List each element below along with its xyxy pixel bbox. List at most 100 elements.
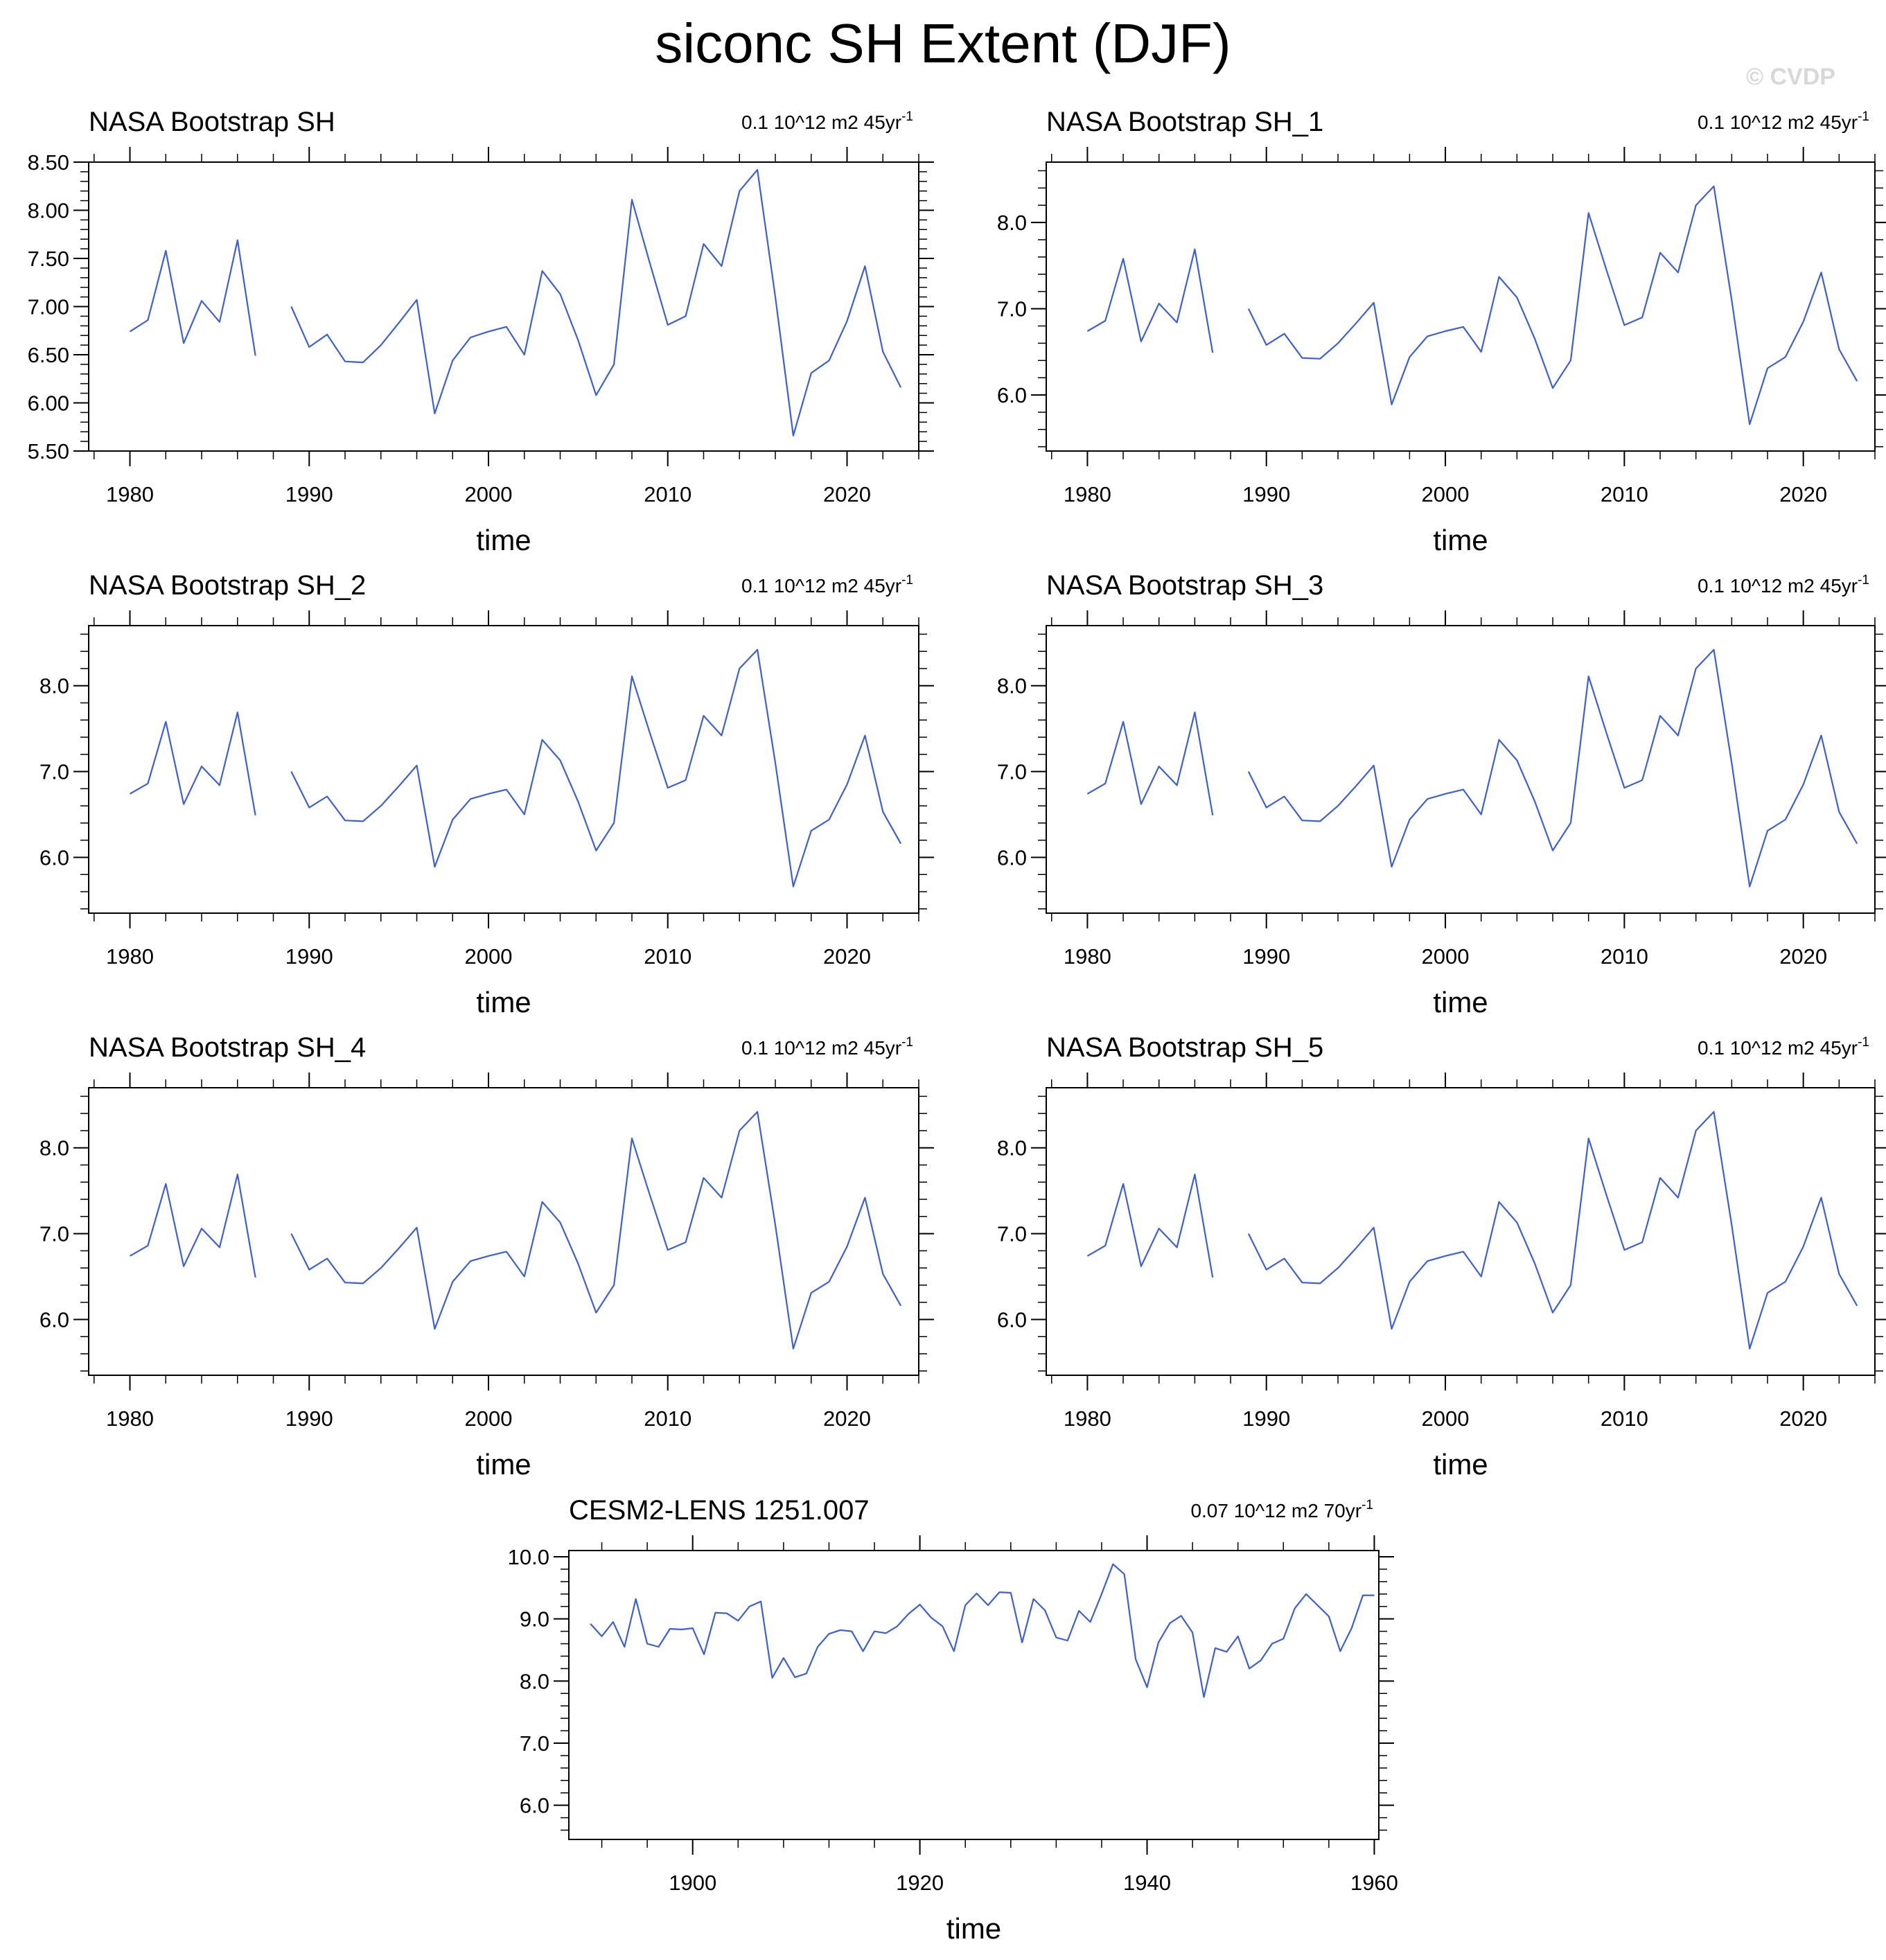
- chart-6-x-tick-label: 1980: [1064, 1406, 1111, 1431]
- chart-5-x-tick-label: 1990: [285, 1406, 333, 1431]
- chart-4-trend-label: 0.1 10^12 m2 45yr-1: [1698, 573, 1869, 597]
- chart-1-series-line: [290, 169, 902, 436]
- chart-4-x-tick-label: 1980: [1064, 944, 1111, 969]
- chart-1-y-tick-label: 6.50: [28, 343, 69, 367]
- chart-1-y-tick-label: 7.50: [28, 247, 69, 271]
- chart-1-trend-exponent: -1: [901, 109, 913, 124]
- chart-7-y-tick-label: 7.0: [520, 1731, 549, 1756]
- chart-2-frame: [1046, 161, 1876, 452]
- chart-6-series-line: [1086, 1173, 1214, 1278]
- chart-7-x-tick-label: 1960: [1350, 1871, 1398, 1895]
- chart-6-title: NASA Bootstrap SH_5: [1046, 1032, 1323, 1063]
- cvdp-watermark: © CVDP: [1746, 64, 1835, 90]
- chart-4-y-tick-label: 6.0: [997, 845, 1027, 869]
- chart-2-x-tick-label: 2000: [1422, 482, 1470, 506]
- chart-3-x-axis-label: time: [476, 986, 531, 1018]
- chart-3-series-line: [290, 648, 902, 888]
- chart-1-x-tick-label: 2000: [465, 482, 513, 506]
- chart-4-frame: [1046, 625, 1876, 914]
- chart-4-x-tick-label: 1990: [1242, 944, 1290, 969]
- chart-6-x-tick-label: 2010: [1601, 1406, 1648, 1431]
- chart-7-x-axis-label: time: [946, 1912, 1001, 1945]
- chart-1-x-axis-label: time: [476, 524, 531, 556]
- chart-5-x-tick-label: 2000: [465, 1406, 513, 1431]
- chart-7-frame: [568, 1550, 1380, 1840]
- chart-5-x-tick-label: 1980: [106, 1406, 154, 1431]
- chart-7-trend-label: 0.07 10^12 m2 70yr-1: [1190, 1498, 1373, 1521]
- chart-2-x-tick-label: 2010: [1601, 482, 1648, 506]
- chart-4-x-axis-label: time: [1433, 986, 1488, 1018]
- chart-5-series-line: [290, 1111, 902, 1350]
- chart-1-y-tick-label: 8.00: [28, 199, 69, 223]
- chart-5-y-tick-label: 6.0: [39, 1307, 69, 1332]
- chart-2-x-tick-label: 1980: [1064, 482, 1111, 506]
- chart-7-trend-exponent: -1: [1361, 1498, 1373, 1512]
- chart-4-series-line: [1086, 711, 1214, 815]
- chart-3-frame: [88, 625, 919, 914]
- chart-7-y-tick-label: 10.0: [508, 1545, 549, 1569]
- chart-1-y-tick-label: 7.00: [28, 295, 69, 319]
- chart-7-x-tick-label: 1900: [669, 1871, 716, 1895]
- chart-3-title: NASA Bootstrap SH_2: [89, 570, 366, 601]
- chart-7-title: CESM2-LENS 1251.007: [569, 1495, 870, 1526]
- chart-7-y-tick-label: 6.0: [520, 1794, 549, 1818]
- chart-1-x-tick-label: 2010: [644, 482, 691, 506]
- chart-1-title: NASA Bootstrap SH: [89, 107, 335, 137]
- chart-4-x-tick-label: 2020: [1779, 944, 1827, 969]
- chart-2-y-tick-label: 7.0: [997, 297, 1027, 321]
- chart-6-x-tick-label: 1990: [1242, 1406, 1290, 1431]
- chart-5-y-tick-label: 7.0: [39, 1222, 69, 1246]
- chart-5-trend-label: 0.1 10^12 m2 45yr-1: [741, 1035, 913, 1059]
- chart-5-series-line: [129, 1173, 256, 1278]
- chart-4-x-tick-label: 2010: [1601, 944, 1648, 969]
- chart-3-y-tick-label: 8.0: [39, 674, 69, 698]
- chart-1-frame: [88, 161, 919, 452]
- chart-6-y-tick-label: 8.0: [997, 1136, 1027, 1160]
- chart-6-x-tick-label: 2000: [1422, 1406, 1470, 1431]
- chart-1-y-tick-label: 6.00: [28, 391, 69, 416]
- chart-1-x-tick-label: 2020: [823, 482, 871, 506]
- chart-5-title: NASA Bootstrap SH_4: [89, 1032, 366, 1063]
- chart-3-x-tick-label: 2000: [465, 944, 513, 969]
- chart-2-x-tick-label: 2020: [1779, 482, 1827, 506]
- chart-1-trend-label: 0.1 10^12 m2 45yr-1: [741, 109, 913, 133]
- chart-5-x-tick-label: 2010: [644, 1406, 691, 1431]
- chart-2-series-line: [1086, 248, 1214, 353]
- chart-3-trend-exponent: -1: [901, 573, 913, 588]
- chart-6-trend-exponent: -1: [1858, 1035, 1869, 1050]
- chart-1-series-line: [129, 239, 256, 356]
- chart-5-x-tick-label: 2020: [823, 1406, 871, 1431]
- chart-4-y-tick-label: 8.0: [997, 674, 1027, 698]
- chart-6-trend-label: 0.1 10^12 m2 45yr-1: [1698, 1035, 1869, 1059]
- chart-3-x-tick-label: 1980: [106, 944, 154, 969]
- chart-6-x-axis-label: time: [1433, 1448, 1488, 1481]
- chart-1-y-tick-label: 8.50: [28, 150, 69, 175]
- chart-3-series-line: [129, 711, 256, 815]
- figure-title: siconc SH Extent (DJF): [655, 12, 1231, 74]
- chart-6-y-tick-label: 7.0: [997, 1222, 1027, 1246]
- chart-3-y-tick-label: 7.0: [39, 760, 69, 784]
- chart-4-y-tick-label: 7.0: [997, 760, 1027, 784]
- chart-7-x-tick-label: 1920: [896, 1871, 944, 1895]
- chart-3-x-tick-label: 2020: [823, 944, 871, 969]
- chart-2-x-tick-label: 1990: [1242, 482, 1290, 506]
- chart-7-y-tick-label: 8.0: [520, 1669, 549, 1693]
- chart-3-y-tick-label: 6.0: [39, 845, 69, 869]
- chart-3-x-tick-label: 1990: [285, 944, 333, 969]
- chart-2-y-tick-label: 8.0: [997, 211, 1027, 235]
- chart-6-frame: [1046, 1087, 1876, 1376]
- chart-5-x-axis-label: time: [476, 1448, 531, 1481]
- chart-2-x-axis-label: time: [1433, 524, 1488, 556]
- chart-2-trend-exponent: -1: [1858, 109, 1869, 124]
- chart-1-y-tick-label: 5.50: [28, 439, 69, 463]
- chart-7-x-tick-label: 1940: [1123, 1871, 1171, 1895]
- chart-4-title: NASA Bootstrap SH_3: [1046, 570, 1323, 601]
- chart-4-x-tick-label: 2000: [1422, 944, 1470, 969]
- chart-1-x-tick-label: 1990: [285, 482, 333, 506]
- chart-1-x-tick-label: 1980: [106, 482, 154, 506]
- chart-2-y-tick-label: 6.0: [997, 383, 1027, 407]
- chart-5-trend-exponent: -1: [901, 1035, 913, 1050]
- chart-6-y-tick-label: 6.0: [997, 1307, 1027, 1332]
